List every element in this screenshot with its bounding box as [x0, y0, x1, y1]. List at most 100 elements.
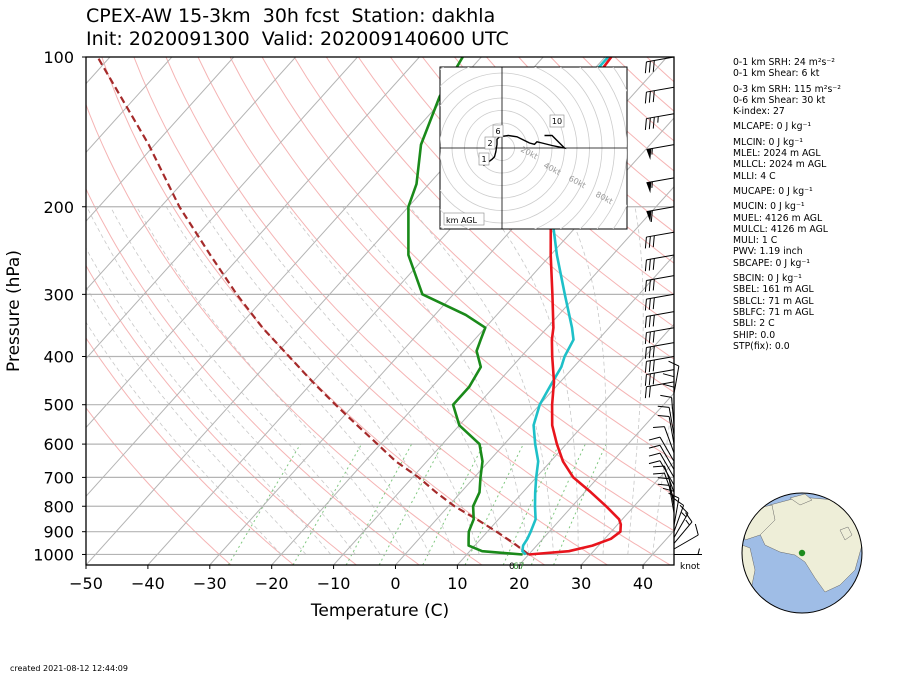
- moist-adiabat: [677, 207, 737, 555]
- barb-full: [660, 394, 672, 398]
- barb-half: [651, 148, 653, 155]
- surface-annotation: 67: [513, 562, 524, 572]
- barb-staff: [646, 56, 675, 63]
- wind-barb: [662, 373, 675, 405]
- wind-barb: [653, 426, 675, 454]
- barb-staff: [646, 356, 675, 362]
- moist-adiabat: [652, 385, 674, 555]
- wind-barb: [644, 381, 675, 399]
- barb-full: [652, 279, 655, 291]
- dry-adiabat: [101, 57, 545, 565]
- barb-full: [679, 504, 689, 514]
- index-row: 0-6 km Shear: 30 kt: [733, 94, 826, 106]
- mixing-ratio-line: [227, 443, 301, 565]
- index-row: MLCIN: 0 J kg⁻¹: [733, 136, 803, 148]
- x-tick-label: −10: [317, 574, 351, 593]
- mixing-ratio-line: [292, 443, 363, 565]
- wind-barb: [660, 394, 675, 426]
- wind-barb: [644, 113, 675, 130]
- barb-half: [681, 512, 687, 518]
- barb-full: [648, 452, 661, 457]
- barb-staff: [646, 381, 675, 388]
- moist-adiabat: [286, 206, 505, 555]
- wind-barb: [644, 327, 675, 344]
- isotherm: [333, 186, 674, 565]
- barb-staff: [646, 327, 675, 334]
- index-row: 0-1 km SRH: 24 m²s⁻²: [733, 57, 836, 68]
- dewpoint-line: [407, 57, 523, 556]
- barb-full: [662, 487, 675, 492]
- wind-barb: [673, 504, 689, 538]
- isotherm: [86, 57, 358, 360]
- barb-staff: [646, 86, 675, 93]
- barb-full: [673, 498, 684, 506]
- barb-full: [648, 331, 651, 344]
- barb-full: [653, 465, 665, 468]
- mixing-ratio-line: [502, 443, 560, 565]
- y-tick-label: 700: [43, 468, 74, 487]
- isotherm: [86, 57, 420, 429]
- barb-staff: [673, 534, 699, 550]
- wind-barb: [644, 56, 675, 74]
- mixing-ratio-line: [464, 443, 524, 565]
- barb-full: [648, 360, 651, 373]
- index-row: SBLCL: 71 m AGL: [733, 295, 814, 307]
- barb-full: [657, 405, 670, 408]
- hodograph-height-label: 1: [481, 155, 486, 164]
- hodograph-trace: [482, 134, 567, 167]
- wind-barb: [644, 86, 675, 104]
- wind-barb: [644, 231, 675, 249]
- barb-staff: [673, 521, 693, 544]
- x-tick-label: −40: [131, 574, 165, 593]
- wind-barb: [644, 293, 675, 311]
- dry-adiabat: [454, 57, 674, 264]
- barb-staff: [646, 311, 675, 317]
- barb-staff: [673, 497, 680, 526]
- wind-barb: [648, 444, 675, 470]
- barb-staff: [646, 342, 675, 348]
- index-row: 0-3 km SRH: 115 m²s⁻²: [733, 83, 841, 95]
- y-tick-label: 600: [43, 435, 74, 454]
- index-row: PWV: 1.19 inch: [733, 246, 803, 258]
- wind-barb: [644, 254, 675, 272]
- globe-land: [742, 493, 862, 601]
- barb-staff: [659, 445, 675, 470]
- barb-full: [644, 280, 647, 292]
- barb-staff: [673, 365, 680, 394]
- barb-full: [652, 235, 655, 248]
- barb-flag: [646, 181, 652, 194]
- barb-full: [694, 523, 699, 536]
- barb-full: [662, 373, 675, 378]
- barb-full: [644, 316, 647, 328]
- barb-staff: [646, 113, 675, 120]
- wind-barb: [644, 356, 675, 373]
- mixing-ratio-line: [530, 443, 586, 565]
- barb-full: [652, 373, 655, 385]
- wind-barb: [646, 206, 675, 223]
- y-tick-label: 1000: [33, 545, 74, 564]
- barb-staff: [659, 452, 675, 478]
- hodograph-height-box: [492, 124, 504, 138]
- wind-barb: [657, 414, 675, 445]
- index-row: STP(fix): 0.0: [733, 340, 790, 352]
- barb-half: [685, 519, 690, 526]
- barb-full: [652, 331, 655, 343]
- barb-full: [652, 258, 655, 270]
- x-tick-label: 30: [571, 574, 591, 593]
- barb-full: [657, 414, 670, 418]
- mixing-ratio-line: [378, 443, 444, 565]
- barb-staff: [646, 144, 675, 150]
- barb-full: [648, 259, 651, 271]
- barb-full: [668, 360, 680, 367]
- barb-full: [648, 444, 661, 449]
- isotherm: [86, 57, 235, 222]
- index-row: MUCAPE: 0 J kg⁻¹: [733, 185, 813, 197]
- x-tick-label: 40: [633, 574, 653, 593]
- chart-title: CPEX-AW 15-3km 30h fcst Station: dakhla: [86, 5, 496, 27]
- mixing-ratio-line: [422, 443, 485, 565]
- x-axis-label: Temperature (C): [310, 601, 449, 621]
- wind-barb: [673, 512, 693, 544]
- moist-adiabat: [486, 206, 579, 555]
- station-marker: [798, 549, 806, 557]
- barb-staff: [663, 472, 675, 500]
